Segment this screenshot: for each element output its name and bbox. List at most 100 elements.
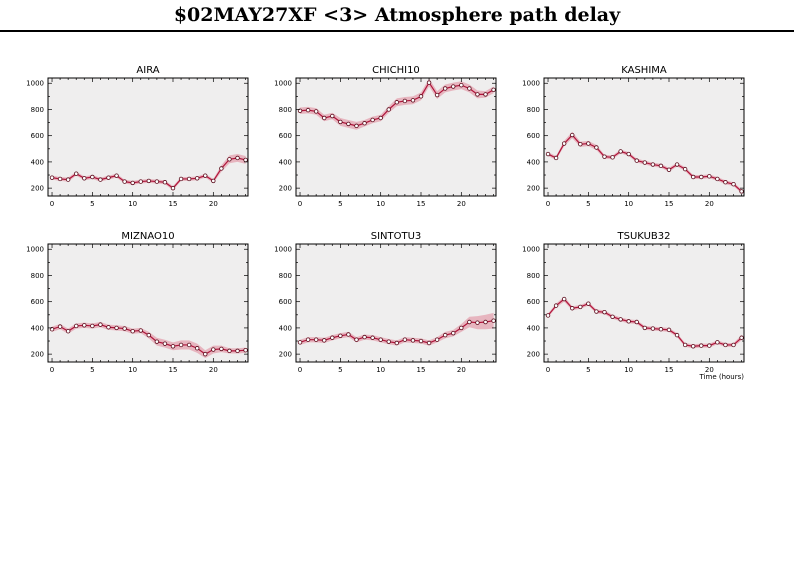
data-point xyxy=(586,301,591,306)
data-point xyxy=(553,155,559,161)
data-point xyxy=(203,351,208,357)
panel-chichi10: 0 5 10 15 20 200 400 600 800 1000 CHICHI10 xyxy=(274,65,497,208)
data-point xyxy=(186,342,192,348)
data-point xyxy=(545,151,551,157)
data-point xyxy=(114,173,119,178)
data-point xyxy=(65,177,71,182)
x-tick-label: 10 xyxy=(624,366,633,374)
y-tick-label: 400 xyxy=(527,158,540,166)
data-point xyxy=(561,296,567,302)
data-point xyxy=(130,328,135,334)
data-point xyxy=(313,337,319,342)
data-point xyxy=(658,163,664,169)
data-point xyxy=(715,340,720,345)
y-tick-label: 200 xyxy=(31,351,44,359)
data-point xyxy=(426,80,432,85)
error-band xyxy=(548,296,742,349)
x-tick-label: 20 xyxy=(457,200,466,208)
data-point xyxy=(346,121,351,127)
title-divider xyxy=(0,30,794,32)
x-tick-label: 15 xyxy=(417,200,426,208)
data-point xyxy=(402,98,408,104)
plot-frame xyxy=(295,243,497,363)
data-point xyxy=(138,179,143,184)
data-point xyxy=(690,174,696,180)
y-tick-label: 200 xyxy=(527,351,540,359)
panel-title: CHICHI10 xyxy=(372,65,420,76)
plot-frame xyxy=(295,77,497,197)
panel-sintotu3: 0 5 10 15 20 200 400 600 800 1000 SINTOTU3 xyxy=(274,231,497,374)
x-tick-label: 5 xyxy=(90,200,94,208)
x-tick-label: 10 xyxy=(376,366,385,374)
y-tick-label: 600 xyxy=(527,298,540,306)
data-point xyxy=(658,327,664,332)
data-point xyxy=(194,346,200,351)
data-point xyxy=(699,343,704,348)
data-point xyxy=(418,338,424,344)
x-tick-label: 10 xyxy=(128,200,137,208)
data-point xyxy=(235,155,240,161)
data-point xyxy=(65,328,71,334)
data-point xyxy=(186,176,192,182)
data-point xyxy=(211,347,216,352)
data-point xyxy=(370,335,375,340)
data-point xyxy=(674,332,680,338)
data-point xyxy=(313,109,319,114)
data-point xyxy=(330,335,335,340)
data-point xyxy=(322,115,327,121)
data-point xyxy=(98,177,103,182)
data-point xyxy=(305,337,311,342)
panel-miznao10: 0 5 10 15 20 200 400 600 800 1000 MIZNAO10 xyxy=(26,231,249,374)
data-point xyxy=(203,173,208,178)
data-point xyxy=(674,162,680,167)
data-point xyxy=(57,176,63,182)
data-point xyxy=(235,348,240,354)
y-tick-label: 200 xyxy=(279,185,292,193)
y-tick-label: 400 xyxy=(279,324,292,332)
y-tick-label: 400 xyxy=(31,158,44,166)
panel-title: SINTOTU3 xyxy=(371,231,422,242)
panel-aira: 0 5 10 15 20 200 400 600 800 1000 AIRA xyxy=(26,65,249,208)
x-tick-label: 15 xyxy=(169,200,178,208)
plot-area xyxy=(544,244,744,362)
data-point xyxy=(211,178,216,184)
data-point xyxy=(386,107,391,112)
x-tick-label: 0 xyxy=(546,200,550,208)
data-point xyxy=(426,340,432,346)
data-point xyxy=(338,333,343,338)
data-point xyxy=(82,323,87,328)
y-tick-label: 600 xyxy=(279,132,292,140)
data-point xyxy=(739,189,744,194)
data-point xyxy=(561,141,567,146)
data-point xyxy=(394,100,400,105)
y-tick-label: 600 xyxy=(279,298,292,306)
data-point xyxy=(626,151,631,157)
data-point xyxy=(74,171,79,176)
y-tick-label: 400 xyxy=(31,324,44,332)
x-tick-label: 0 xyxy=(50,366,54,374)
data-point xyxy=(219,346,224,352)
panel-title: KASHIMA xyxy=(621,65,667,76)
x-tick-label: 10 xyxy=(624,200,633,208)
x-tick-label: 20 xyxy=(705,366,714,374)
data-point xyxy=(666,167,672,172)
data-point xyxy=(467,319,472,325)
y-tick-label: 1000 xyxy=(522,246,540,254)
data-point xyxy=(106,325,111,330)
data-point xyxy=(731,342,736,348)
data-point xyxy=(90,323,95,329)
data-point xyxy=(106,175,111,180)
y-tick-label: 400 xyxy=(279,158,292,166)
y-tick-label: 200 xyxy=(527,185,540,193)
data-point xyxy=(739,335,744,340)
data-point xyxy=(475,320,480,325)
panel-kashima: 0 5 10 15 20 200 400 600 800 1000 KASHIMA xyxy=(522,65,745,208)
y-tick-label: 400 xyxy=(527,324,540,332)
data-point xyxy=(178,176,184,182)
data-point xyxy=(699,174,704,180)
x-tick-label: 20 xyxy=(705,200,714,208)
data-point xyxy=(162,180,168,185)
data-point xyxy=(707,343,712,348)
data-point xyxy=(594,145,599,150)
data-point xyxy=(578,304,583,310)
